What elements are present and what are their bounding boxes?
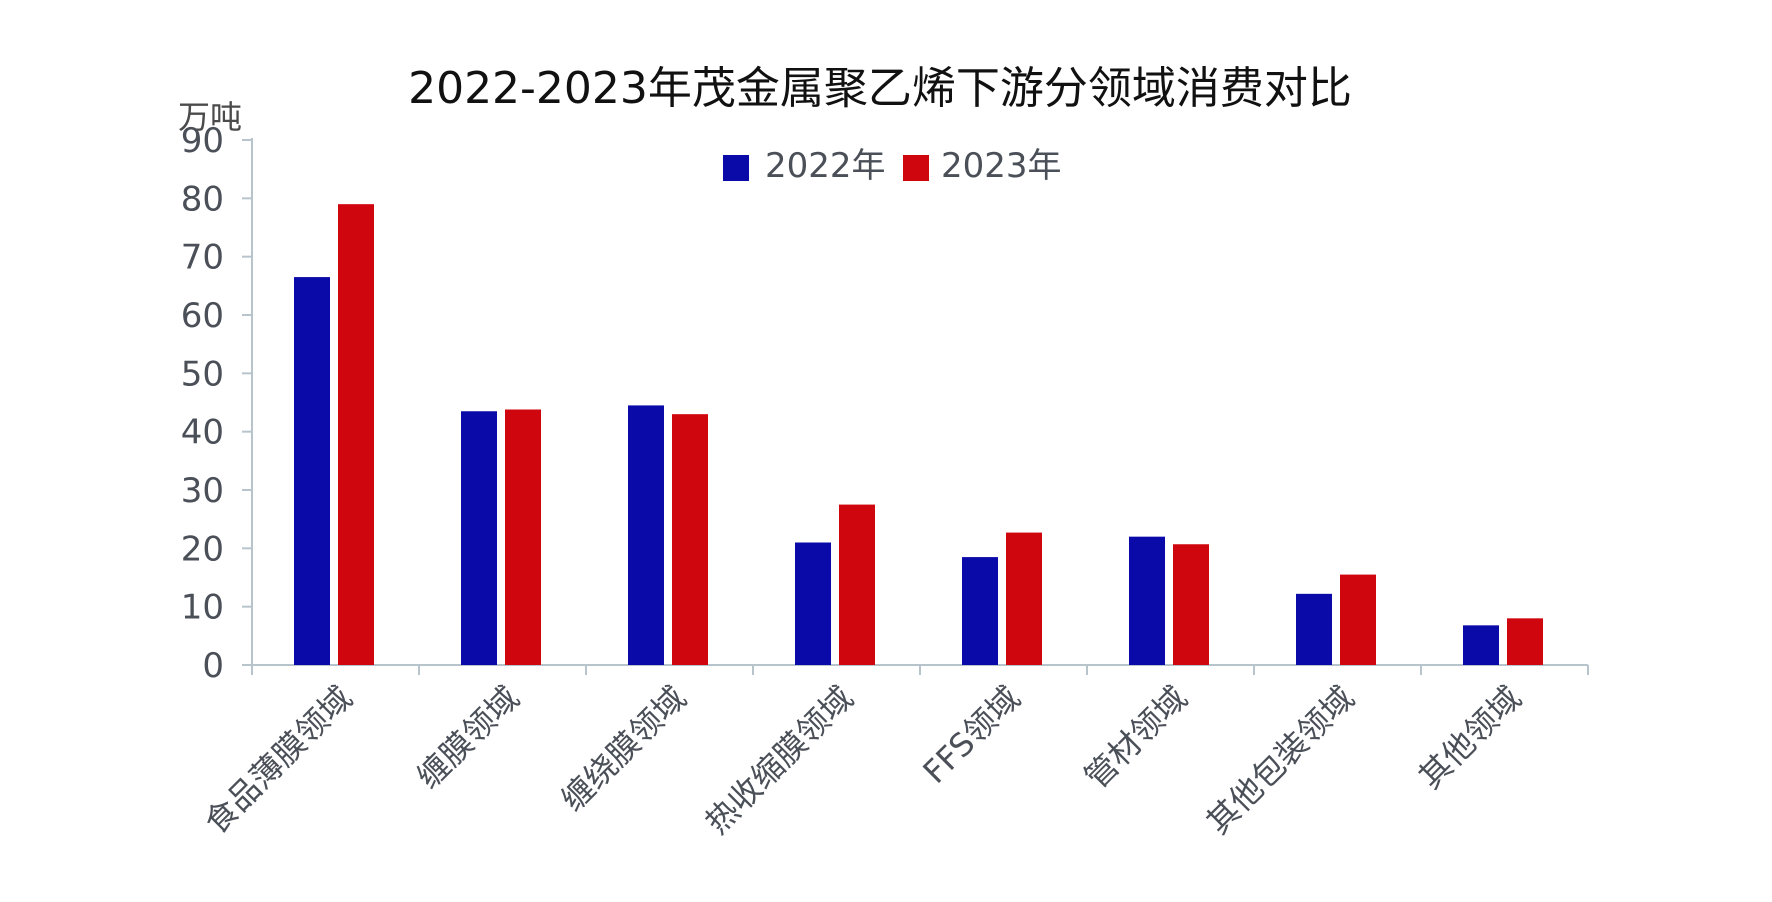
- y-tick-label: 10: [181, 588, 224, 628]
- y-tick-label: 40: [181, 413, 224, 453]
- bar-series1-6: [1296, 593, 1332, 665]
- legend-label: 2022年: [765, 146, 886, 186]
- bar-series1-1: [461, 411, 497, 665]
- y-axis-unit: 万吨: [178, 98, 242, 136]
- category-label: 其他包装领域: [1199, 679, 1362, 842]
- bar-series2-5: [1173, 544, 1209, 665]
- bars: [294, 204, 1543, 665]
- bar-series1-4: [962, 557, 998, 665]
- y-tick-label: 50: [181, 354, 224, 394]
- category-label: 其他领域: [1411, 679, 1528, 796]
- category-label: 管材领域: [1077, 679, 1194, 796]
- bar-series2-3: [839, 504, 875, 665]
- x-axis: [251, 664, 1589, 675]
- category-label: 食品薄膜领域: [197, 679, 360, 842]
- chart-title: 2022-2023年茂金属聚乙烯下游分领域消费对比: [408, 63, 1352, 114]
- bar-series2-7: [1507, 618, 1543, 665]
- category-label: 热收缩膜领域: [698, 679, 861, 842]
- legend: 2022年 2023年: [723, 146, 1062, 186]
- bar-series1-2: [628, 405, 664, 665]
- category-label: 缠绕膜领域: [554, 679, 694, 819]
- category-labels: 食品薄膜领域 缠膜领域 缠绕膜领域 热收缩膜领域 FFS领域 管材领域 其他包装领域 其他领域: [197, 679, 1529, 842]
- legend-swatch: [723, 155, 749, 181]
- y-tick-label: 80: [181, 179, 224, 219]
- legend-label: 2023年: [941, 146, 1062, 186]
- y-tick-label: 60: [181, 296, 224, 336]
- bar-series2-1: [505, 409, 541, 665]
- bar-series1-3: [795, 542, 831, 665]
- bar-series2-6: [1340, 574, 1376, 665]
- category-label: FFS领域: [916, 679, 1028, 791]
- y-tick-label: 20: [181, 529, 224, 569]
- bar-series1-0: [294, 277, 330, 665]
- y-axis: 0 10 20 30 40 50 60 70 80 90: [181, 121, 253, 686]
- y-tick-label: 90: [181, 121, 224, 161]
- bar-series2-4: [1006, 532, 1042, 665]
- bar-series2-2: [672, 414, 708, 665]
- bar-series2-0: [338, 204, 374, 665]
- legend-swatch: [903, 155, 929, 181]
- y-tick-label: 0: [202, 646, 224, 686]
- category-label: 缠膜领域: [409, 679, 526, 796]
- bar-series1-5: [1129, 536, 1165, 665]
- bar-series1-7: [1463, 625, 1499, 665]
- y-tick-label: 70: [181, 238, 224, 278]
- y-tick-label: 30: [181, 471, 224, 511]
